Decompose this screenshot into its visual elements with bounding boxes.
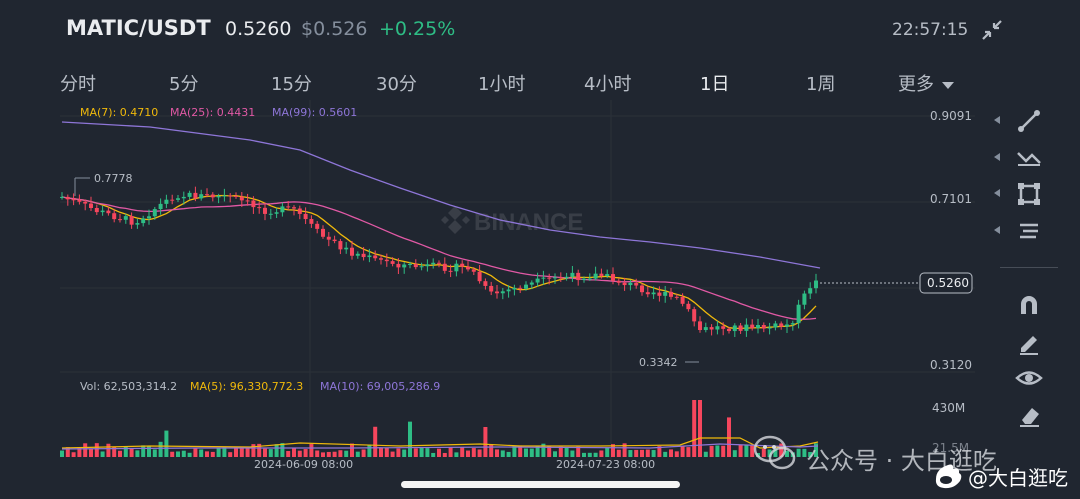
volume-ma-lines [61, 437, 819, 450]
tab-more-label: 更多 [898, 74, 934, 95]
ticker-header: MATIC/USDT 0.5260 $0.526 +0.25% 22:57:15 [0, 0, 1080, 60]
candles [60, 186, 818, 337]
tab-30min[interactable]: 30分 [376, 74, 417, 95]
chevron-down-icon [942, 81, 954, 89]
eye-icon[interactable] [1014, 363, 1044, 393]
moving-average-lines [61, 121, 821, 330]
expand-arrow-icon[interactable] [994, 116, 1000, 124]
expand-arrow-icon[interactable] [994, 153, 1000, 161]
vol-legend: Vol: 62,503,314.2 [80, 380, 177, 393]
ma7-legend: MA(7): 0.4710 [80, 106, 158, 119]
tab-1hour[interactable]: 1小时 [478, 74, 526, 95]
high-marker-label: 0.7778 [94, 172, 133, 185]
interval-tabs: 分时 5分 15分 30分 1小时 4小时 1日 1周 更多 [0, 64, 1080, 100]
volume-axis-top: 430M [932, 401, 965, 415]
price-axis-top: 0.9091 [930, 109, 972, 123]
tab-5min[interactable]: 5分 [169, 74, 199, 95]
usd-price: $0.526 [301, 18, 368, 40]
trend-tool-icon[interactable] [1014, 143, 1044, 173]
weibo-icon [930, 457, 966, 493]
price-axis-bottom: 0.3120 [930, 358, 972, 372]
tab-4hour[interactable]: 4小时 [584, 74, 632, 95]
date-label-2: 2024-07-23 08:00 [556, 458, 655, 470]
magnet-icon[interactable] [1014, 290, 1044, 320]
clock: 22:57:15 [892, 20, 969, 40]
line-draw-icon[interactable] [1014, 106, 1044, 136]
expand-arrow-icon[interactable] [994, 226, 1000, 234]
grid [60, 100, 975, 460]
date-label-1: 2024-06-09 08:00 [254, 458, 353, 470]
pair-title[interactable]: MATIC/USDT [66, 16, 211, 40]
volume-axis-bottom: 21.5M [932, 441, 969, 455]
price-change: +0.25% [379, 18, 456, 40]
low-marker-label: 0.3342 [639, 356, 678, 369]
price-axis-mid: 0.7101 [930, 192, 972, 206]
toolbar-divider [1000, 267, 1058, 268]
fib-tool-icon[interactable] [1014, 216, 1044, 246]
weibo-account-label: @大白逛吃 [968, 466, 1068, 490]
low-marker: 0.3342 [639, 356, 699, 369]
expand-arrow-icon[interactable] [994, 189, 1000, 197]
high-marker: 0.7778 [74, 172, 133, 196]
wechat-icon [752, 434, 798, 472]
tab-more[interactable]: 更多 [898, 70, 954, 96]
collapse-arrows-icon[interactable] [980, 18, 1004, 42]
shape-tool-icon[interactable] [1014, 179, 1044, 209]
wechat-account-label: 公众号 · 大白逛吃 [806, 447, 997, 475]
vol-ma10-legend: MA(10): 69,005,286.9 [320, 380, 440, 393]
tab-1min[interactable]: 分时 [60, 74, 96, 95]
tab-1day[interactable]: 1日 [700, 74, 730, 95]
current-price-tag-label: 0.5260 [927, 276, 969, 290]
pencil-icon[interactable] [1014, 327, 1044, 357]
candlestick-chart[interactable]: BINANCE 0.7778 0.3342 MA(7): 0.4710 MA(2… [0, 100, 990, 470]
home-indicator[interactable] [401, 481, 680, 488]
ma25-legend: MA(25): 0.4431 [170, 106, 255, 119]
current-price-tag[interactable]: 0.5260 [919, 272, 973, 294]
vol-ma5-legend: MA(5): 96,330,772.3 [190, 380, 303, 393]
tab-15min[interactable]: 15分 [271, 74, 312, 95]
tab-1week[interactable]: 1周 [806, 74, 836, 95]
ma99-legend: MA(99): 0.5601 [272, 106, 357, 119]
eraser-icon[interactable] [1014, 400, 1044, 430]
last-price: 0.5260 [225, 18, 292, 40]
